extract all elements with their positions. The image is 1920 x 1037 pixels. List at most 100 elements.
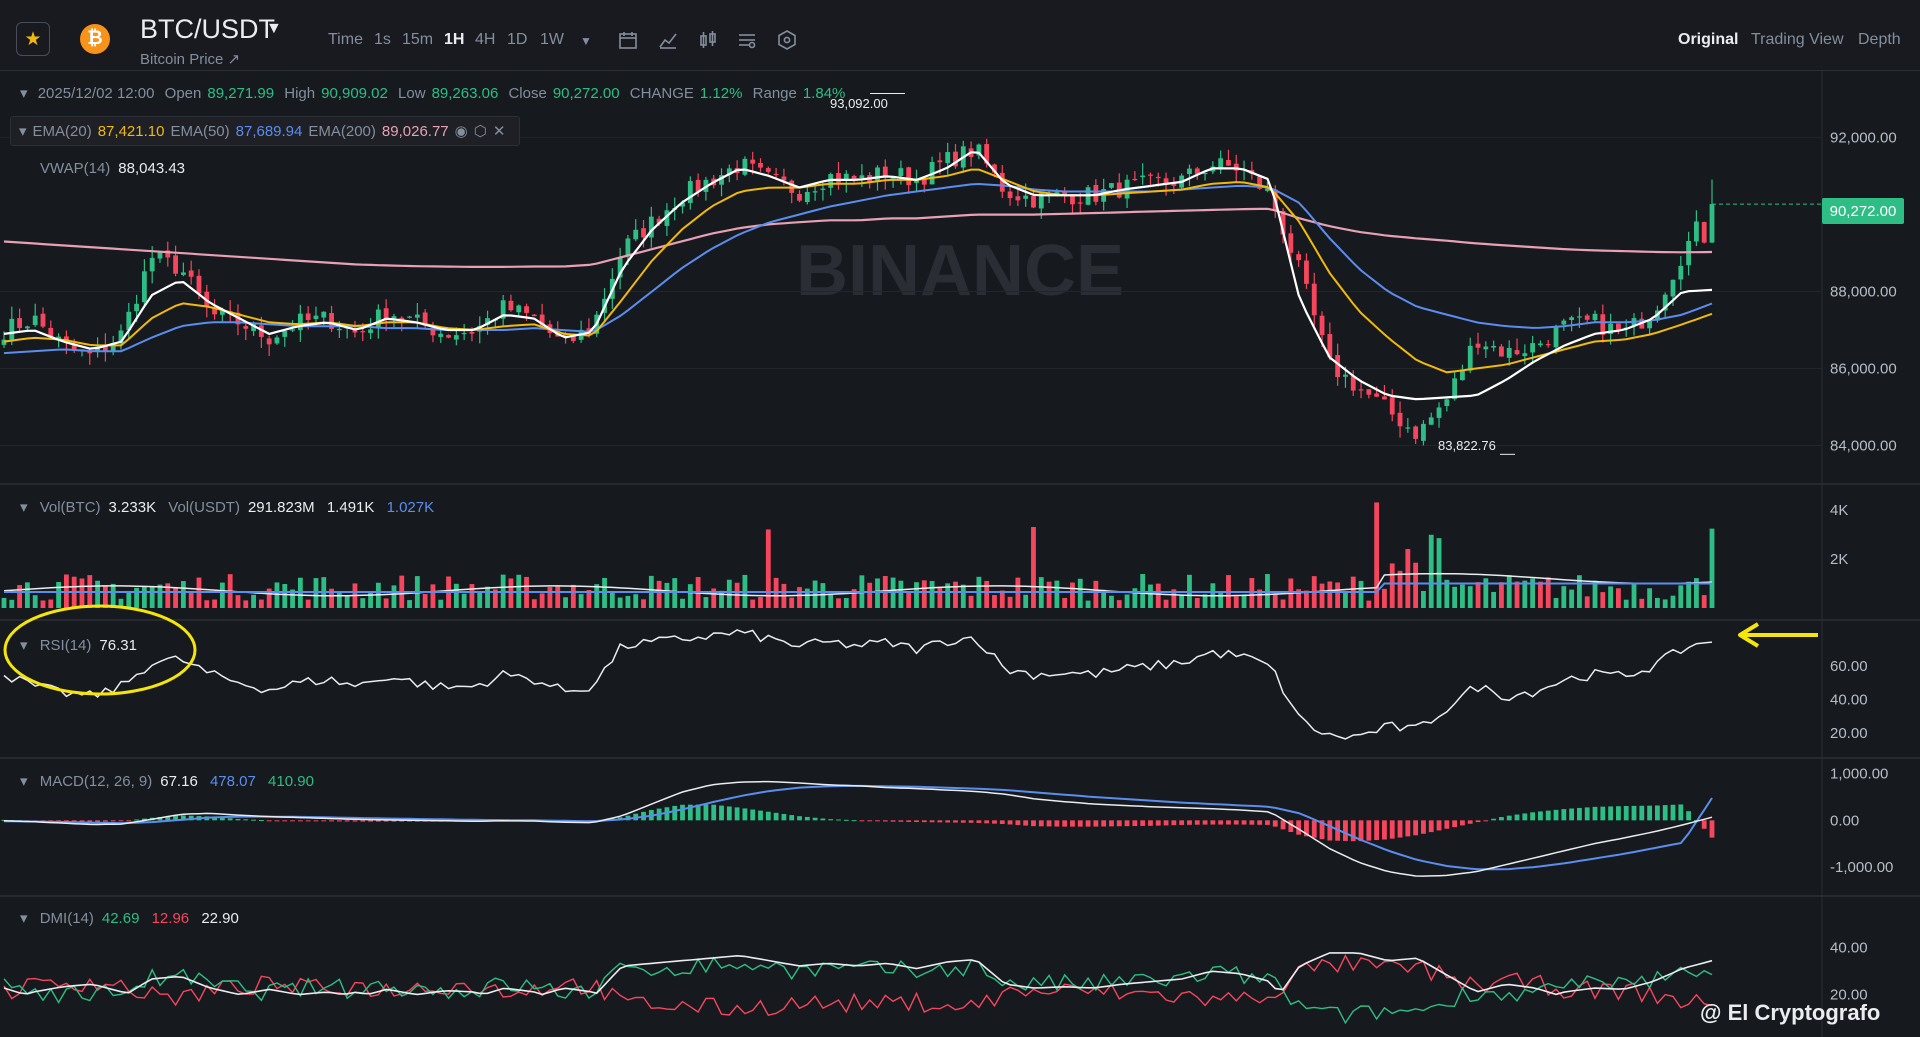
candle-body — [102, 345, 108, 352]
candle-body — [1475, 343, 1481, 348]
low-label: Low — [398, 85, 426, 102]
rsi-line — [3, 629, 1713, 740]
rsi-highlight-ellipse — [3, 604, 197, 696]
candle-body — [1506, 347, 1512, 358]
dmi-tick-label: 40.00 — [1830, 939, 1868, 956]
macd-histogram-bar — [1296, 820, 1302, 835]
candle-body — [1280, 210, 1286, 235]
volume-collapse-icon[interactable]: ▾ — [20, 499, 28, 516]
candle-body — [188, 270, 194, 277]
indicator-chart-icon[interactable] — [658, 30, 678, 50]
volume-bar — [578, 594, 584, 608]
candle-body — [469, 332, 475, 334]
favorite-star-icon[interactable]: ★ — [16, 22, 50, 56]
settings-sliders-icon[interactable] — [737, 30, 757, 50]
timeframe-4h[interactable]: 4H — [475, 31, 496, 48]
timeframe-1d[interactable]: 1D — [507, 31, 528, 48]
timeframe-1h[interactable]: 1H — [444, 31, 465, 48]
candle-body — [1678, 265, 1684, 280]
close-icon[interactable]: ✕ — [492, 123, 506, 140]
macd-histogram-bar — [875, 820, 880, 822]
candle-body — [758, 162, 763, 168]
macd-histogram-bar — [1210, 820, 1216, 825]
volume-bar — [118, 598, 124, 608]
volume-bar — [141, 586, 147, 608]
pair-subtitle-link[interactable]: Bitcoin Price ↗ — [140, 51, 241, 68]
macd-histogram-bar — [1577, 807, 1582, 821]
eye-icon[interactable]: ◉ — [454, 123, 468, 140]
ema-legend[interactable]: ▾ EMA(20) 87,421.10 EMA(50) 87,689.94 EMA(… — [10, 116, 521, 146]
volume-bar — [1132, 588, 1138, 608]
volume-bar — [1335, 582, 1341, 608]
dmi-collapse-icon[interactable]: ▾ — [20, 910, 28, 927]
hexagon-settings-icon[interactable] — [777, 30, 797, 50]
view-depth[interactable]: Depth — [1858, 31, 1901, 48]
macd-collapse-icon[interactable]: ▾ — [20, 773, 28, 790]
volume-bar — [1085, 600, 1091, 608]
timeframe-time[interactable]: Time — [328, 31, 363, 48]
candle-type-icon[interactable] — [698, 30, 718, 50]
calendar-icon[interactable] — [618, 30, 638, 50]
candle-body — [1584, 315, 1590, 320]
volume-bar — [1163, 599, 1169, 608]
volume-bar — [563, 597, 568, 608]
volume-bar — [508, 578, 514, 608]
macd-histogram-bar — [1155, 820, 1161, 826]
volume-bar — [804, 588, 810, 608]
macd-histogram-bar — [1553, 809, 1559, 821]
macd-histogram-bar — [110, 820, 116, 822]
candle-body — [1350, 376, 1356, 391]
volume-bar — [79, 578, 85, 608]
candle-body — [1600, 314, 1606, 335]
candle-body — [984, 144, 990, 164]
rsi-label: RSI(14) — [39, 637, 92, 654]
candle-body — [56, 336, 62, 340]
macd-histogram-bar — [726, 806, 732, 821]
indicator-settings-icon[interactable]: ⬡ — [473, 123, 487, 140]
view-original[interactable]: Original — [1678, 31, 1739, 48]
volume-bar — [492, 589, 498, 608]
volume-bar — [726, 579, 732, 608]
candle-body — [1670, 279, 1676, 297]
ema-collapse-icon[interactable]: ▾ — [19, 123, 27, 140]
volume-bar — [851, 589, 857, 608]
ohlc-collapse-icon[interactable]: ▾ — [20, 85, 28, 102]
timeframe-1s[interactable]: 1s — [374, 31, 391, 48]
macd-histogram-bar — [1397, 820, 1403, 838]
macd-histogram-bar — [134, 819, 139, 821]
candle-body — [1647, 320, 1653, 329]
candle-body — [336, 328, 342, 331]
volume-bar — [477, 591, 483, 608]
volume-bar — [1639, 598, 1645, 608]
ema50-label: EMA(50) — [170, 122, 230, 140]
candle-body — [1374, 393, 1380, 397]
macd-histogram-bar — [383, 820, 389, 822]
rsi-collapse-icon[interactable]: ▾ — [20, 637, 28, 654]
timeframe-1w[interactable]: 1W — [540, 31, 564, 48]
macd-histogram-bar — [258, 820, 264, 822]
macd-histogram-bar — [1070, 820, 1075, 827]
volume-bar — [305, 599, 311, 608]
candle-body — [726, 168, 732, 175]
volume-bar — [968, 595, 974, 608]
volume-bar — [1389, 563, 1395, 608]
chart-area[interactable]: BINANCE 92,000.00 88,000.00 86,000.00 84,000… — [0, 71, 1920, 1037]
pair-title[interactable]: BTC/USDT — [140, 14, 275, 44]
volume-bar — [110, 583, 116, 608]
macd-histogram-bar — [243, 819, 249, 821]
macd-histogram-bar — [1101, 820, 1107, 827]
view-trading-view[interactable]: Trading View — [1751, 31, 1844, 48]
more-timeframes-icon[interactable]: ▼ — [580, 34, 592, 48]
macd-histogram-bar — [297, 820, 303, 822]
timeframe-15m[interactable]: 15m — [402, 31, 434, 48]
pair-dropdown-icon[interactable]: ▼ — [266, 20, 282, 37]
candle-body — [1514, 350, 1520, 355]
volume-bar — [251, 594, 256, 608]
volume-bar — [999, 590, 1005, 608]
volume-bar — [235, 595, 241, 608]
macd-signal-value: 478.07 — [209, 773, 256, 790]
macd-histogram-bar — [1132, 820, 1138, 827]
candle-body — [508, 300, 514, 311]
volume-bar — [984, 580, 990, 608]
macd-histogram-bar — [890, 820, 896, 822]
